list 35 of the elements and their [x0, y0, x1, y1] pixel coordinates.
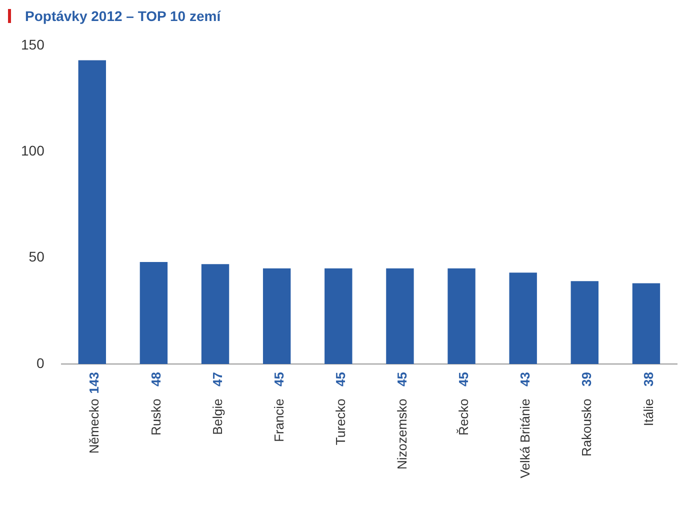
bar: [262, 268, 291, 364]
data-label: 38: [640, 372, 656, 386]
data-label: 48: [148, 372, 164, 386]
bar: [324, 268, 352, 364]
data-label: 43: [518, 372, 533, 386]
y-tick-label: 150: [21, 36, 45, 52]
x-tick-label: Řecko: [456, 398, 472, 436]
x-tick-label: Německo: [86, 398, 102, 454]
data-label: 45: [332, 372, 348, 386]
x-tick-label: Rusko: [148, 398, 164, 436]
x-tick-label: Velká Británie: [518, 398, 533, 478]
data-label: 143: [86, 372, 102, 394]
data-label: 45: [271, 372, 286, 386]
bar: [570, 281, 599, 364]
bar: [140, 262, 168, 364]
x-tick-label: Itálie: [640, 398, 656, 426]
bar: [509, 272, 537, 364]
data-label: 39: [579, 372, 594, 386]
bar: [632, 283, 660, 364]
bar: [448, 268, 476, 364]
y-tick-label: 100: [21, 142, 45, 158]
y-tick-label: 50: [28, 248, 45, 265]
data-label: 45: [394, 372, 410, 386]
x-tick-label: Belgie: [210, 398, 225, 435]
data-label: 45: [456, 372, 472, 386]
bar: [78, 60, 106, 364]
x-tick-label: Francie: [271, 398, 286, 442]
chart-title: Poptávky 2012 – TOP 10 zemí: [25, 8, 221, 24]
bar: [201, 264, 230, 364]
y-tick-label: 0: [36, 354, 45, 371]
bar: [386, 268, 414, 364]
data-label: 47: [210, 372, 225, 386]
x-tick-label: Rakousko: [579, 398, 594, 456]
x-tick-label: Turecko: [332, 398, 348, 446]
x-tick-label: Nizozemsko: [394, 398, 410, 470]
